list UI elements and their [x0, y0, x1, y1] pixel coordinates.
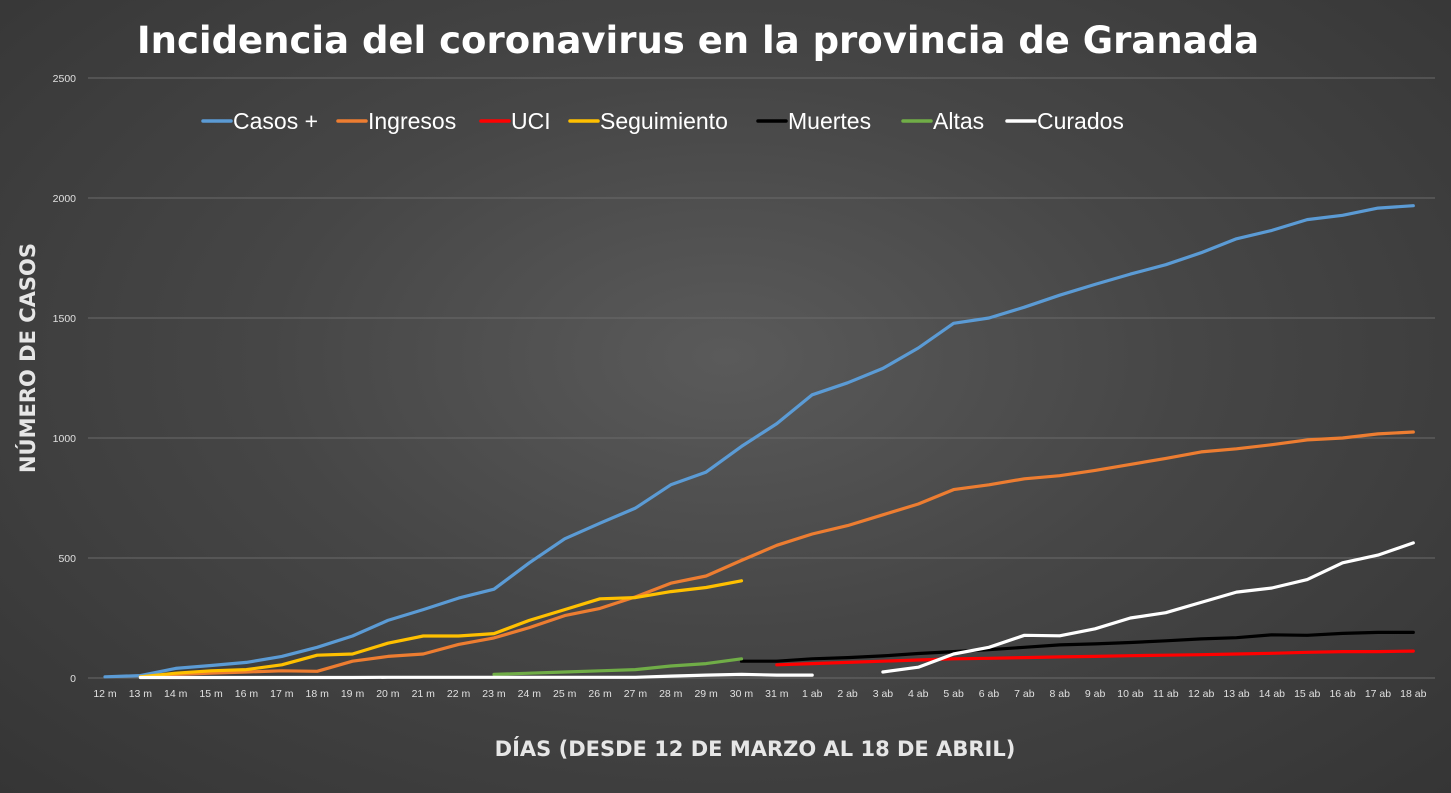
legend-label-curados: Curados [1037, 108, 1124, 134]
x-tick-label: 17 m [270, 688, 294, 700]
x-tick-label: 12 ab [1188, 688, 1214, 700]
x-tick-label: 16 m [235, 688, 259, 700]
series-line-ingresos [138, 430, 1415, 679]
x-tick-label: 11 ab [1153, 688, 1179, 700]
x-axis-ticks: 12 m 13 m 14 m 15 m 16 m 17 m 18 m 19 m 20 m 21 m… [93, 688, 1426, 700]
legend-label-uci: UCI [511, 108, 551, 134]
x-tick-label: 16 ab [1329, 688, 1355, 700]
x-tick-label: 30 m [730, 688, 754, 700]
x-tick-label: 9 ab [1085, 688, 1106, 700]
x-tick-label: 23 m [482, 688, 506, 700]
x-tick-label: 13 ab [1223, 688, 1249, 700]
x-tick-label: 25 m [553, 688, 577, 700]
x-tick-label: 5 ab [943, 688, 964, 700]
gridlines [88, 77, 1435, 679]
series-line-seguimiento [138, 579, 744, 679]
x-tick-label: 27 m [624, 688, 648, 700]
y-axis-title: NÚMERO DE CASOS [15, 243, 40, 473]
y-tick-label: 0 [70, 673, 76, 685]
x-tick-label: 4 ab [908, 688, 929, 700]
x-tick-label: 8 ab [1050, 688, 1071, 700]
legend: Casos + Ingresos UCI Seguimiento Muertes Alta… [201, 108, 1124, 134]
series-line-muertes [739, 630, 1415, 663]
x-tick-label: 24 m [518, 688, 542, 700]
x-tick-label: 19 m [341, 688, 365, 700]
series-line-curados [138, 541, 1415, 680]
x-tick-label: 22 m [447, 688, 471, 700]
x-tick-label: 21 m [412, 688, 436, 700]
legend-label-altas: Altas [933, 108, 984, 134]
y-tick-label: 1500 [53, 313, 77, 325]
x-tick-label: 14 m [164, 688, 188, 700]
y-tick-label: 2500 [53, 73, 77, 85]
series-line-casos [103, 204, 1415, 679]
x-tick-label: 13 m [129, 688, 153, 700]
x-tick-label: 29 m [694, 688, 718, 700]
x-tick-label: 18 m [305, 688, 329, 700]
x-tick-label: 14 ab [1259, 688, 1285, 700]
y-tick-label: 500 [58, 553, 76, 565]
series-line-uci [775, 649, 1415, 667]
series-lines [103, 204, 1415, 680]
x-tick-label: 1 ab [802, 688, 823, 700]
x-tick-label: 31 m [765, 688, 789, 700]
legend-label-ingresos: Ingresos [368, 108, 456, 134]
x-tick-label: 12 m [93, 688, 117, 700]
x-tick-label: 17 ab [1365, 688, 1391, 700]
legend-label-muertes: Muertes [788, 108, 871, 134]
x-tick-label: 7 ab [1014, 688, 1035, 700]
x-axis-title: DÍAS (DESDE 12 DE MARZO AL 18 DE ABRIL) [495, 736, 1016, 761]
x-tick-label: 26 m [588, 688, 612, 700]
x-tick-label: 15 m [199, 688, 223, 700]
series-line-altas [492, 657, 744, 676]
x-tick-label: 6 ab [979, 688, 1000, 700]
x-tick-label: 2 ab [837, 688, 858, 700]
x-tick-label: 15 ab [1294, 688, 1320, 700]
y-tick-label: 1000 [53, 433, 77, 445]
x-tick-label: 18 ab [1400, 688, 1426, 700]
x-tick-label: 28 m [659, 688, 683, 700]
legend-label-seguimiento: Seguimiento [600, 108, 728, 134]
chart-title: Incidencia del coronavirus en la provinc… [137, 19, 1259, 62]
x-tick-label: 20 m [376, 688, 400, 700]
legend-label-casos: Casos + [233, 108, 318, 134]
x-tick-label: 10 ab [1117, 688, 1143, 700]
y-tick-label: 2000 [53, 193, 77, 205]
y-axis-ticks: 0 500 1000 1500 2000 2500 [53, 73, 77, 685]
x-tick-label: 3 ab [873, 688, 894, 700]
